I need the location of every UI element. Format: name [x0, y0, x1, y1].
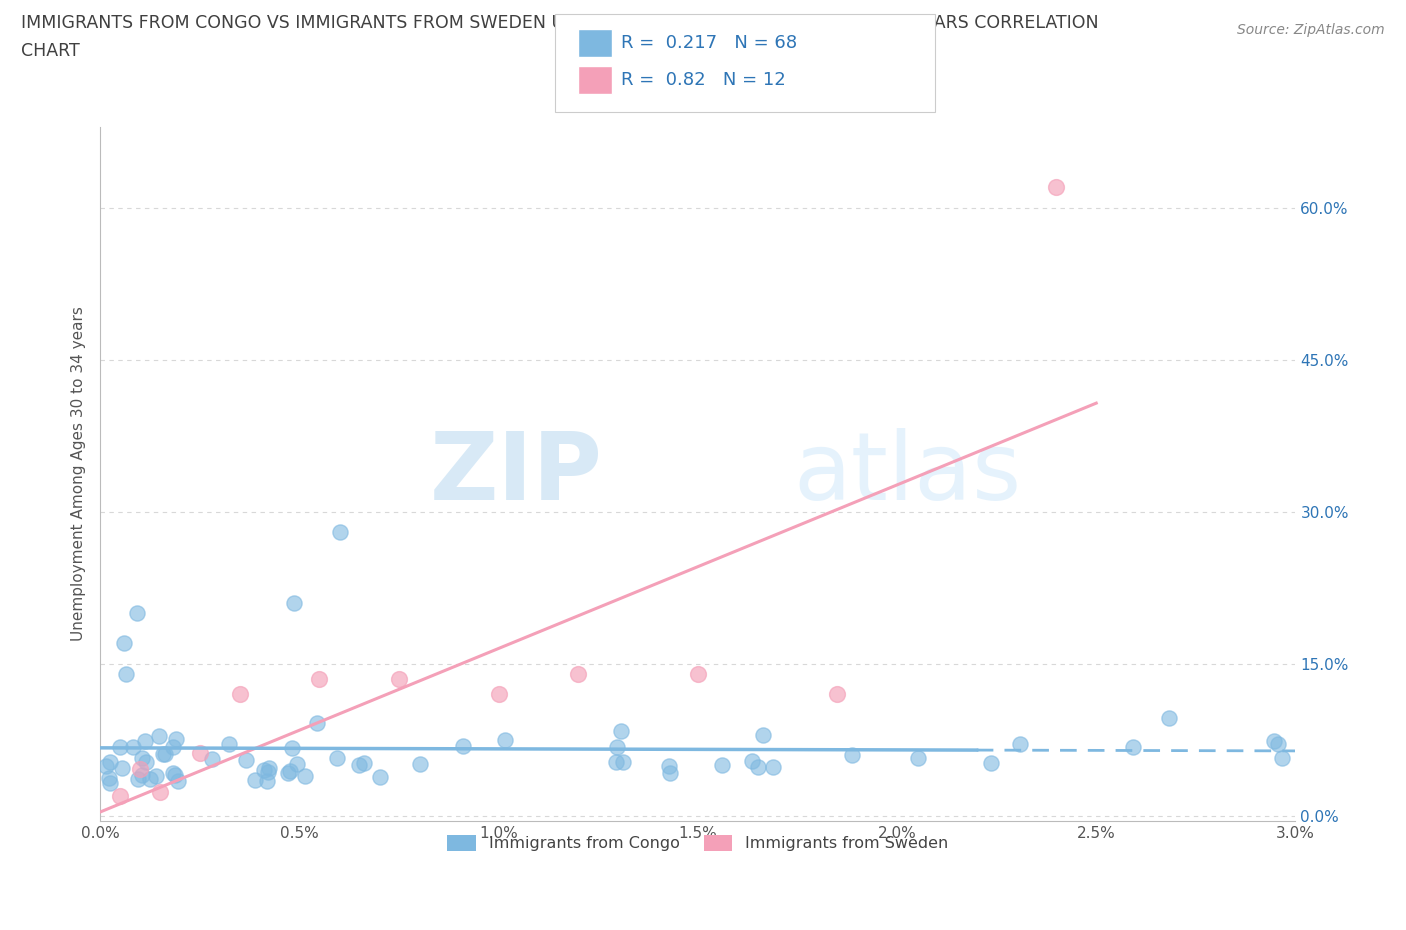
- Point: [1045, 179, 1067, 194]
- Point: [127, 605, 149, 620]
- Point: [228, 686, 250, 701]
- Point: [167, 774, 190, 789]
- Point: [907, 751, 929, 765]
- Point: [388, 671, 411, 686]
- Point: [253, 763, 276, 777]
- Point: [347, 757, 370, 772]
- Legend: Immigrants from Congo, Immigrants from Sweden: Immigrants from Congo, Immigrants from S…: [441, 829, 955, 857]
- Point: [353, 755, 375, 770]
- Point: [277, 765, 299, 780]
- Point: [605, 754, 627, 769]
- Point: [610, 724, 633, 738]
- Y-axis label: Unemployment Among Ages 30 to 34 years: Unemployment Among Ages 30 to 34 years: [72, 306, 86, 641]
- Point: [1010, 737, 1032, 751]
- Point: [686, 666, 709, 681]
- Point: [152, 746, 174, 761]
- Point: [131, 767, 153, 782]
- Point: [711, 757, 734, 772]
- Text: CHART: CHART: [21, 42, 80, 60]
- Point: [451, 738, 474, 753]
- Point: [134, 734, 156, 749]
- Point: [98, 770, 121, 785]
- Point: [1267, 737, 1289, 751]
- Point: [162, 765, 184, 780]
- Point: [1159, 711, 1181, 725]
- Point: [329, 525, 352, 539]
- Point: [148, 728, 170, 743]
- Point: [235, 752, 257, 767]
- Point: [131, 751, 153, 765]
- Text: R =  0.217   N = 68: R = 0.217 N = 68: [621, 33, 797, 52]
- Text: Source: ZipAtlas.com: Source: ZipAtlas.com: [1237, 23, 1385, 37]
- Point: [114, 636, 136, 651]
- Point: [841, 748, 863, 763]
- Point: [488, 686, 510, 701]
- Point: [110, 761, 132, 776]
- Point: [1270, 751, 1292, 765]
- Point: [1263, 733, 1285, 748]
- Point: [408, 757, 430, 772]
- Point: [98, 775, 121, 790]
- Text: R =  0.82   N = 12: R = 0.82 N = 12: [621, 71, 786, 89]
- Point: [149, 784, 172, 799]
- Point: [494, 733, 516, 748]
- Point: [165, 731, 187, 746]
- Point: [658, 765, 681, 780]
- Point: [1122, 739, 1144, 754]
- Point: [825, 686, 848, 701]
- Point: [162, 739, 184, 754]
- Point: [658, 758, 681, 773]
- Point: [153, 747, 176, 762]
- Point: [163, 768, 186, 783]
- Text: ZIP: ZIP: [429, 428, 602, 520]
- Point: [218, 737, 240, 751]
- Point: [980, 755, 1002, 770]
- Point: [98, 755, 121, 770]
- Point: [129, 762, 152, 777]
- Point: [257, 764, 280, 779]
- Point: [135, 754, 157, 769]
- Point: [201, 752, 224, 767]
- Point: [567, 666, 589, 681]
- Point: [110, 739, 132, 754]
- Point: [127, 772, 149, 787]
- Point: [741, 753, 763, 768]
- Point: [305, 716, 328, 731]
- Point: [138, 772, 160, 787]
- Point: [94, 759, 117, 774]
- Point: [278, 764, 301, 778]
- Text: IMMIGRANTS FROM CONGO VS IMMIGRANTS FROM SWEDEN UNEMPLOYMENT AMONG AGES 30 TO 34: IMMIGRANTS FROM CONGO VS IMMIGRANTS FROM…: [21, 14, 1098, 32]
- Point: [280, 741, 302, 756]
- Point: [257, 760, 280, 775]
- Point: [612, 755, 634, 770]
- Point: [285, 757, 308, 772]
- Point: [188, 745, 211, 760]
- Point: [308, 671, 330, 686]
- Point: [256, 774, 278, 789]
- Point: [752, 727, 775, 742]
- Point: [115, 666, 138, 681]
- Point: [606, 740, 628, 755]
- Point: [747, 759, 769, 774]
- Point: [762, 760, 785, 775]
- Point: [122, 739, 145, 754]
- Point: [145, 769, 167, 784]
- Point: [294, 768, 316, 783]
- Point: [108, 789, 131, 804]
- Point: [283, 595, 305, 610]
- Point: [368, 770, 391, 785]
- Text: atlas: atlas: [793, 428, 1022, 520]
- Point: [326, 751, 349, 765]
- Point: [243, 773, 266, 788]
